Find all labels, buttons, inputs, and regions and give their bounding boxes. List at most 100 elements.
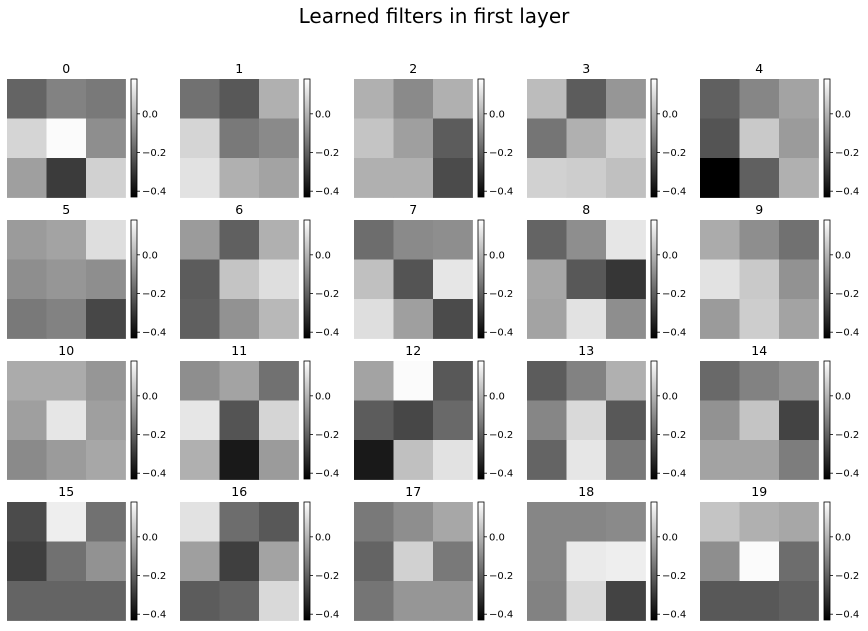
filter-cell [180,118,220,159]
filter-cell [527,581,567,621]
filter-cell [527,541,567,582]
filter-cell [739,440,780,480]
colorbar-tick-label: −0.4 [662,610,686,621]
filter-cell [566,361,607,401]
filter-panel: 12 0.0 −0.2 −0.4 [354,343,513,480]
colorbar [130,78,138,198]
filter-cell [7,259,47,300]
filter-cell [180,79,220,119]
filter-cell [393,541,434,582]
colorbar-tick-label: −0.2 [662,289,686,300]
filter-cell [739,400,780,441]
colorbar-tick-label: 0.0 [835,532,851,543]
filter-cell [700,79,740,119]
filter-cell [259,581,299,621]
filter-cell [606,220,646,260]
colorbar-tick-label: 0.0 [142,250,158,261]
filter-cell [700,400,740,441]
panel-title: 5 [62,202,70,217]
filter-cell [7,299,47,339]
colorbar-tick-label: −0.2 [142,430,166,441]
filter-cell [739,259,780,300]
filter-cell [606,502,646,542]
filter-cell [86,118,126,159]
filter-cell [354,259,394,300]
filter-cell [354,541,394,582]
filter-cell [433,541,473,582]
filter-panel: 5 0.0 −0.2 −0.4 [7,202,166,339]
filter-cell [779,259,819,300]
colorbar [477,78,485,198]
colorbar-tick-label: −0.4 [835,610,859,621]
colorbar-tick-label: −0.2 [489,289,513,300]
colorbar [823,78,831,198]
colorbar-tick-label: 0.0 [489,532,505,543]
filter-cell [433,299,473,339]
filter-cell [433,79,473,119]
filter-cell [739,299,780,339]
colorbar [303,360,311,480]
filter-cell [700,502,740,542]
filter-cell [180,158,220,198]
filter-cell [566,158,607,198]
filter-cell [86,502,126,542]
colorbar-tick-label: −0.2 [142,571,166,582]
colorbar-tick-label: −0.4 [142,187,166,198]
filter-cell [527,361,567,401]
filter-cell [219,440,260,480]
filter-panel: 9 0.0 −0.2 −0.4 [700,202,859,339]
filter-panel: 4 0.0 −0.2 −0.4 [700,61,859,198]
colorbar-tick-label: 0.0 [315,391,331,402]
colorbar-tick-label: −0.4 [662,328,686,339]
filter-cell [46,259,87,300]
filter-cell [606,79,646,119]
filter-cell [527,118,567,159]
filter-cell [393,299,434,339]
colorbar-tick-label: −0.4 [662,469,686,480]
colorbar-tick-label: −0.2 [662,571,686,582]
filter-cell [46,79,87,119]
filter-cell [354,158,394,198]
filter-cell [606,361,646,401]
filter-cell [566,502,607,542]
colorbar-tick-label: −0.2 [489,571,513,582]
filter-panel: 2 0.0 −0.2 −0.4 [354,61,513,198]
filter-cell [219,541,260,582]
filter-cell [86,259,126,300]
filter-cell [566,299,607,339]
filter-cell [219,299,260,339]
filter-cell [219,400,260,441]
filter-cell [393,440,434,480]
filter-cell [180,259,220,300]
filter-cell [779,118,819,159]
panel-title: 8 [582,202,590,217]
colorbar [477,501,485,621]
colorbar-tick-label: −0.4 [142,469,166,480]
filter-cell [46,502,87,542]
filter-cell [219,502,260,542]
filter-cell [46,361,87,401]
filter-cell [739,158,780,198]
colorbar-tick-label: 0.0 [315,532,331,543]
filter-cell [700,581,740,621]
colorbar [823,360,831,480]
filter-cell [46,400,87,441]
colorbar-tick-label: −0.4 [315,610,339,621]
filter-cell [354,502,394,542]
filter-cell [354,440,394,480]
filter-cell [606,440,646,480]
filter-cell [86,158,126,198]
filter-cell [566,541,607,582]
filter-cell [606,259,646,300]
colorbar-tick-label: 0.0 [489,109,505,120]
filter-cell [739,581,780,621]
colorbar-tick-label: −0.2 [315,289,339,300]
filter-cell [259,259,299,300]
filter-cell [259,502,299,542]
colorbar [650,78,658,198]
filter-cell [700,541,740,582]
panel-title: 19 [751,484,767,499]
filter-cell [354,299,394,339]
colorbar-tick-label: −0.4 [835,469,859,480]
filter-cell [700,259,740,300]
